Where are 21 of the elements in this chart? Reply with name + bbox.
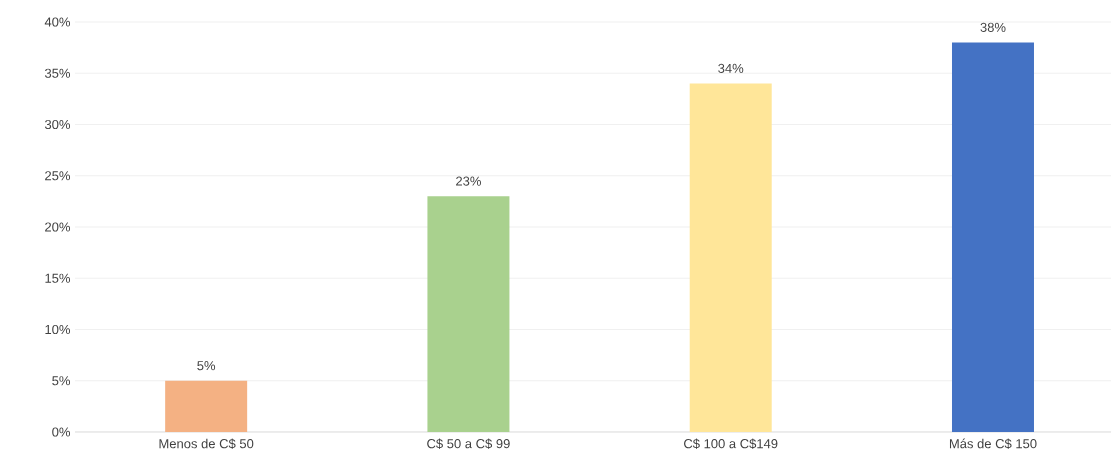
bar bbox=[165, 380, 248, 432]
y-tick-label: 10% bbox=[45, 324, 71, 335]
y-tick-label: 30% bbox=[44, 119, 71, 130]
x-tick-label: C$ 100 a C$149 bbox=[684, 438, 778, 450]
y-tick-label: 5% bbox=[52, 376, 71, 386]
y-tick-label: 15% bbox=[45, 273, 71, 283]
x-tick-label: C$ 50 a C$ 99 bbox=[427, 438, 510, 450]
y-tick-label: 40% bbox=[44, 17, 71, 27]
bar bbox=[427, 196, 510, 432]
data-label: 5% bbox=[197, 361, 216, 371]
y-tick-label: 35% bbox=[44, 68, 71, 78]
bar bbox=[951, 42, 1034, 432]
data-label: 23% bbox=[456, 176, 481, 186]
bar bbox=[689, 83, 772, 432]
y-tick-label: 25% bbox=[45, 171, 71, 181]
data-label: 34% bbox=[718, 63, 744, 73]
y-tick-label: 20% bbox=[45, 222, 71, 232]
data-label: 38% bbox=[980, 22, 1006, 32]
x-tick-label: Más de C$ 150 bbox=[949, 438, 1037, 450]
x-tick-label: Menos de C$ 50 bbox=[159, 438, 254, 450]
y-tick-label: 0% bbox=[52, 427, 71, 437]
